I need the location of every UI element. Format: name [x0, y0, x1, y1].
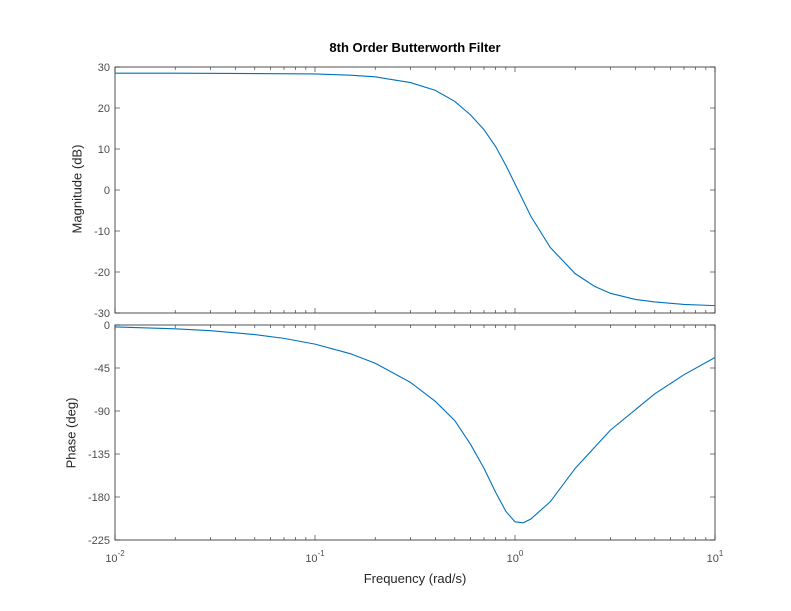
x-tick-label: 10-2: [105, 549, 125, 565]
chart-title: 8th Order Butterworth Filter: [329, 40, 501, 55]
y-tick-label: 20: [98, 103, 110, 115]
y-tick-label: 0: [104, 185, 110, 197]
y-tick-label: -180: [88, 492, 110, 504]
phase-ylabel: Phase (deg): [63, 397, 79, 469]
magnitude-axes-box: [114, 66, 716, 314]
y-tick-label: -90: [94, 406, 110, 418]
frequency-xlabel: Frequency (rad/s): [363, 571, 467, 586]
y-tick-label: 30: [98, 62, 110, 74]
magnitude-curve: [115, 72, 716, 307]
x-tick-label: 100: [507, 549, 524, 565]
y-tick-label: -135: [88, 449, 110, 461]
phase-axes-box: [114, 324, 716, 541]
y-tick-label: -225: [88, 535, 110, 547]
y-tick-label: -20: [94, 267, 110, 279]
phase-curve: [114, 326, 716, 524]
y-tick-label: 0: [104, 320, 110, 332]
x-tick-label: 10-1: [305, 549, 325, 565]
x-tick-label: 101: [707, 549, 724, 565]
magnitude-axes: -30 -20 -10 0 10 20 30: [94, 62, 716, 320]
y-tick-label: -30: [94, 308, 110, 320]
y-tick-label: -10: [94, 226, 110, 238]
y-tick-label: 10: [98, 144, 110, 156]
y-tick-label: -45: [94, 363, 110, 375]
phase-axes: -225 -180 -135 -90 -45 0: [88, 320, 716, 547]
magnitude-ylabel: Magnitude (dB): [69, 144, 85, 234]
